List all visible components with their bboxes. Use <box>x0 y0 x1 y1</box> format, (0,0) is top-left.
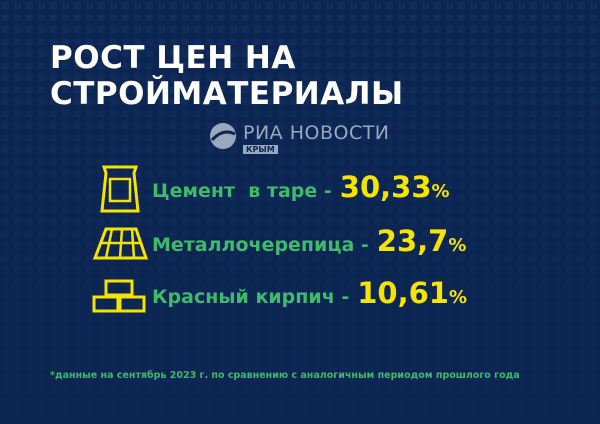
logo-name: РИА НОВОСТИ <box>243 122 390 144</box>
title-line: РОСТ ЦЕН НА <box>50 40 296 76</box>
item-label: Цемент в таре - <box>152 180 332 202</box>
title-line: СТРОЙМАТЕРИАЛЫ <box>50 76 404 112</box>
item-label: Металлочерепица - <box>152 234 369 256</box>
logo-region: КРЫМ <box>243 145 278 154</box>
roof-tile-icon <box>92 227 148 260</box>
item-unit: % <box>448 235 467 256</box>
item-row: Цемент в таре - 30,33 % <box>152 170 450 204</box>
item-label: Красный кирпич - <box>152 286 350 308</box>
footnote: *данные на сентябрь 2023 г. по сравнению… <box>50 370 520 381</box>
item-value: 23,7 <box>376 224 449 258</box>
item-unit: % <box>431 181 450 202</box>
cement-bag-icon <box>100 165 140 213</box>
brick-icon <box>92 279 146 313</box>
item-unit: % <box>448 287 468 308</box>
item-row: Металлочерепица - 23,7 % <box>152 224 466 258</box>
item-value: 10,61 <box>357 276 449 310</box>
item-value: 30,33 <box>339 170 432 204</box>
logo-icon <box>210 123 236 149</box>
item-row: Красный кирпич - 10,61 % <box>152 276 467 310</box>
